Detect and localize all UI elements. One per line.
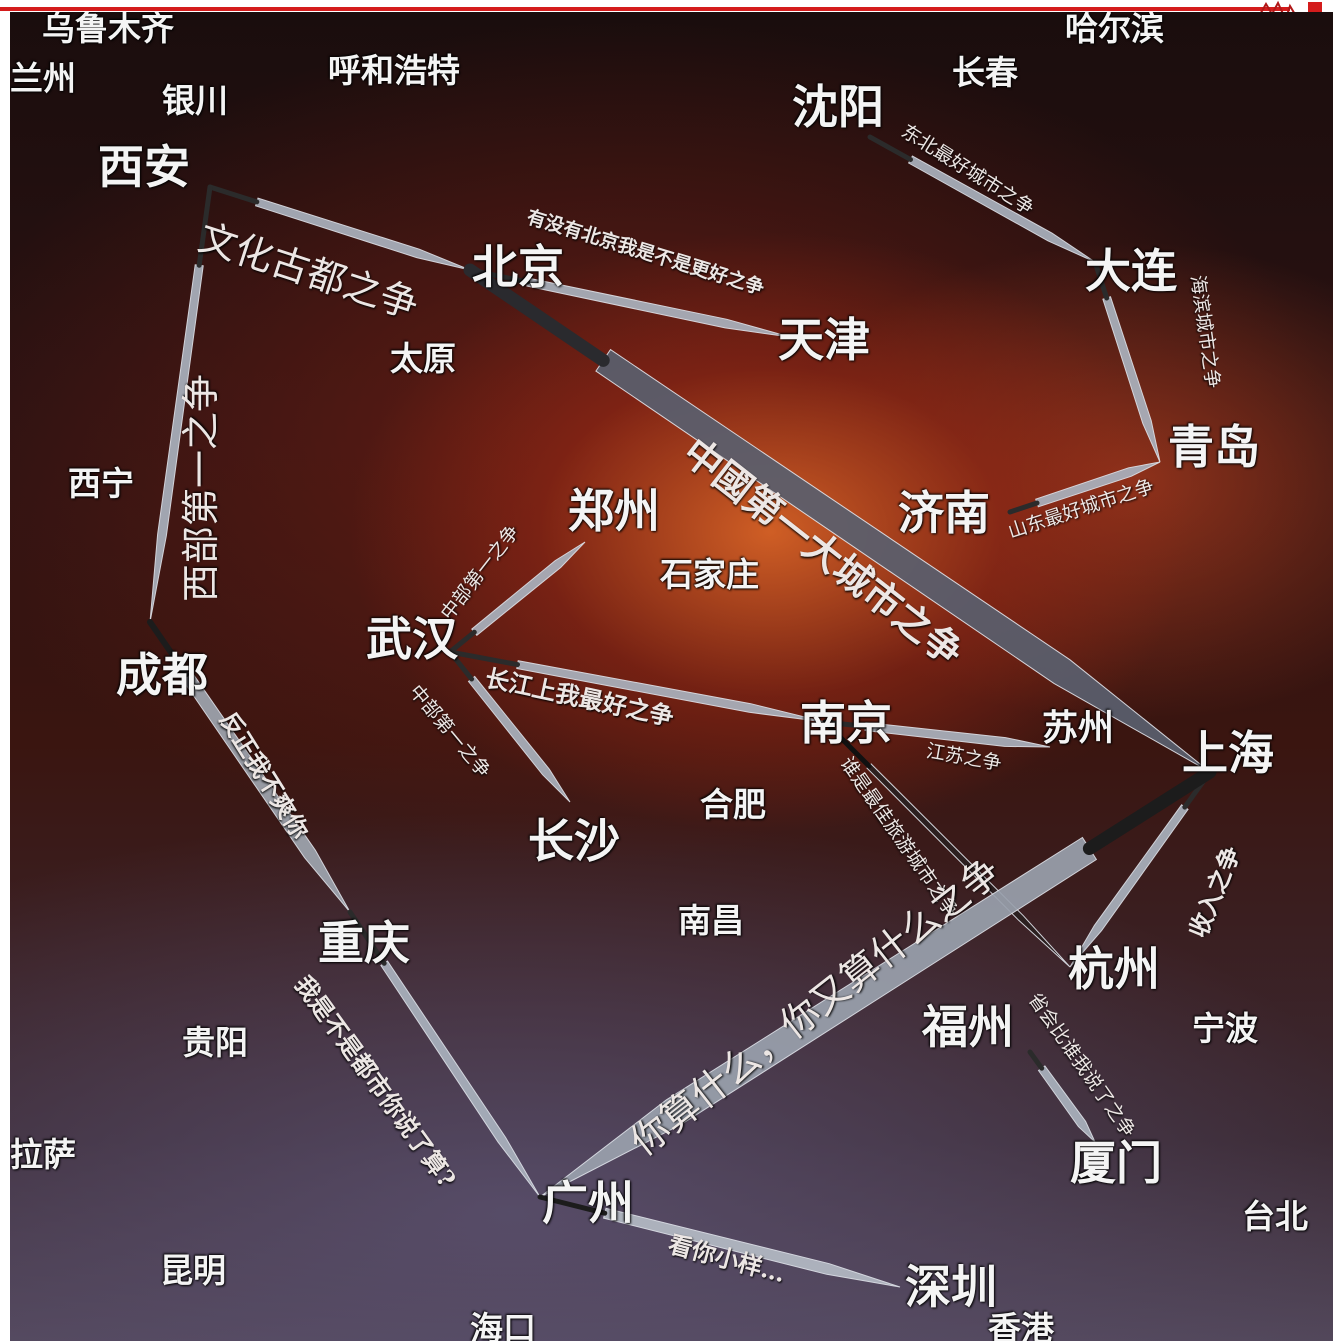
city-label-xian: 西安 [98,140,190,194]
west-spear [149,184,213,623]
city-label-xining: 西宁 [68,464,134,503]
chongqing-guangzhou-spear [347,909,541,1198]
city-label-dalian: 大连 [1085,244,1177,298]
wuhan-nanjing-spear [447,649,826,723]
city-label-guiyang: 贵阳 [182,1023,248,1062]
city-label-suzhou: 苏州 [1042,707,1115,749]
shenyang-dalian-spear [867,134,1096,263]
wuhan-zhengzhou-spear [447,541,586,655]
guangzhou-shenzhen-sword [537,1194,901,1288]
city-label-nanchang: 南昌 [678,901,744,940]
rivalry-caption-west: 西部第一之争 [179,373,223,602]
dalian-qingdao-spear [1092,259,1161,463]
city-label-shanghai: 上海 [1182,726,1274,780]
city-label-hohhot: 呼和浩特 [328,51,460,90]
city-label-wuhan: 武汉 [366,612,458,666]
city-label-urumqi: 乌鲁木齐 [42,12,174,48]
shanghai-guangzhou-sword [539,765,1217,1198]
city-label-shijiazhuang: 石家庄 [660,555,759,594]
city-label-yinchuan: 银川 [162,81,228,120]
city-label-changsha: 长沙 [528,814,620,868]
beijing-shanghai-sword [463,263,1211,773]
weapons-layer [147,134,1217,1288]
city-label-qingdao: 青岛 [1168,420,1260,474]
city-label-chongqing: 重庆 [318,916,410,970]
city-label-harbin: 哈尔滨 [1065,12,1164,48]
jinan-qingdao-spear [1007,461,1161,515]
city-label-haikou: 海口 [470,1309,536,1341]
city-label-shenzhen: 深圳 [905,1260,997,1314]
city-label-lhasa: 拉萨 [10,1135,76,1174]
city-label-hangzhou: 杭州 [1068,942,1160,996]
city-label-beijing: 北京 [472,240,564,294]
city-label-xiamen: 厦门 [1070,1136,1162,1190]
city-label-tianjin: 天津 [778,313,870,367]
city-label-hongkong: 香港 [988,1309,1054,1341]
city-label-ningbo: 宁波 [1192,1009,1258,1048]
city-label-nanjing: 南京 [800,696,892,750]
xian-beijing-spear [207,184,471,271]
wuhan-changsha-axe [447,649,571,803]
city-label-jinan: 济南 [898,486,990,540]
city-label-taipei: 台北 [1242,1197,1308,1236]
city-label-chengdu: 成都 [116,648,208,702]
city-label-taiyuan: 太原 [390,339,456,378]
city-label-lanzhou: 兰州 [10,59,76,98]
city-label-changchun: 长春 [952,53,1018,92]
city-label-fuzhou: 福州 [922,1000,1014,1054]
city-label-guangzhou: 广州 [542,1176,634,1230]
city-label-zhengzhou: 郑州 [568,484,660,538]
city-label-kunming: 昆明 [160,1251,226,1290]
nanjing-suzhou-spear [822,719,1051,748]
city-label-hefei: 合肥 [700,785,766,824]
poster-canvas: 乌鲁木齐 兰州 银川 呼和浩特 哈尔滨 长春 沈阳 西安 北京 天津 大连 太原… [10,12,1333,1341]
top-red-rule [0,7,1290,11]
city-label-shenyang: 沈阳 [792,80,884,134]
shanghai-hangzhou-spear [1069,769,1213,968]
fuzhou-xiamen-spear [1027,1049,1096,1143]
chengdu-chongqing-sword [147,619,351,913]
